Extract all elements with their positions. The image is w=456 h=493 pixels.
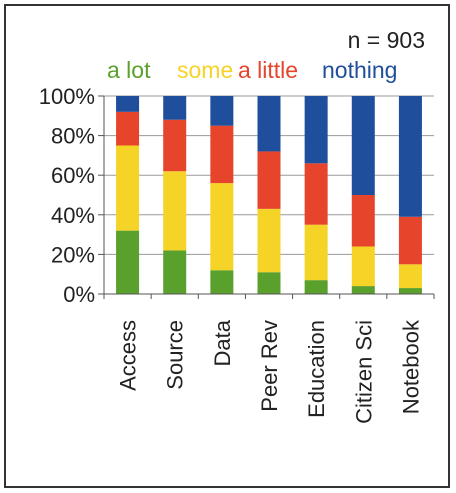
x-category-label: Peer Rev xyxy=(257,320,282,412)
bar-segment-a-lot xyxy=(304,280,328,294)
bar-segment-a-lot xyxy=(116,230,140,294)
y-tick-label: 40% xyxy=(51,203,95,228)
y-tick-label: 80% xyxy=(51,124,95,149)
x-category-label: Access xyxy=(116,320,141,391)
y-tick-label: 100% xyxy=(39,84,95,109)
y-tick-label: 20% xyxy=(51,242,95,267)
bar-segment-nothing xyxy=(398,96,422,217)
bar-segment-nothing xyxy=(304,96,328,164)
x-category-label: Citizen Sci xyxy=(351,320,376,424)
y-tick-label: 60% xyxy=(51,163,95,188)
bar-segment-a-lot xyxy=(398,288,422,294)
bar-segment-a-little xyxy=(163,119,187,172)
x-axis: Access Source Data Peer Rev Education Citizen… xyxy=(103,293,435,424)
bar-segment-a-little xyxy=(304,163,328,225)
bar-segment-a-lot xyxy=(163,250,187,294)
bar-segment-nothing xyxy=(351,96,375,195)
bar-segment-some xyxy=(398,264,422,289)
legend: a lot some a little nothing xyxy=(107,57,397,83)
y-tick-label: 0% xyxy=(63,282,95,307)
legend-item-a-lot: a lot xyxy=(107,57,151,83)
bar-segment-some xyxy=(210,183,234,271)
bar-segment-some xyxy=(116,145,140,231)
legend-item-a-little: a little xyxy=(238,57,298,83)
bar-segment-some xyxy=(163,171,187,251)
x-category-label: Notebook xyxy=(398,319,423,414)
bar-segment-some xyxy=(257,208,281,273)
bar-segment-a-little xyxy=(210,125,234,184)
bar-segment-a-little xyxy=(351,195,375,247)
x-category-label: Data xyxy=(210,319,235,366)
x-category-label: Education xyxy=(304,320,329,418)
bars xyxy=(116,96,422,294)
sample-size-label: n = 903 xyxy=(348,27,425,53)
bar-segment-a-little xyxy=(116,111,140,146)
legend-item-nothing: nothing xyxy=(322,57,397,83)
bar-segment-some xyxy=(304,224,328,281)
legend-item-some: some xyxy=(177,57,233,83)
y-axis: 0% 20% 40% 60% 80% 100% xyxy=(39,84,105,307)
bar-segment-nothing xyxy=(116,96,140,112)
bar-segment-a-lot xyxy=(257,272,281,294)
bar-segment-a-lot xyxy=(351,286,375,294)
x-category-label: Source xyxy=(163,320,188,390)
bar-segment-nothing xyxy=(210,96,234,126)
bar-segment-a-little xyxy=(398,216,422,265)
bar-segment-nothing xyxy=(163,96,187,120)
bar-segment-a-little xyxy=(257,151,281,209)
bar-segment-nothing xyxy=(257,96,281,152)
bar-segment-a-lot xyxy=(210,270,234,294)
bar-segment-some xyxy=(351,246,375,287)
